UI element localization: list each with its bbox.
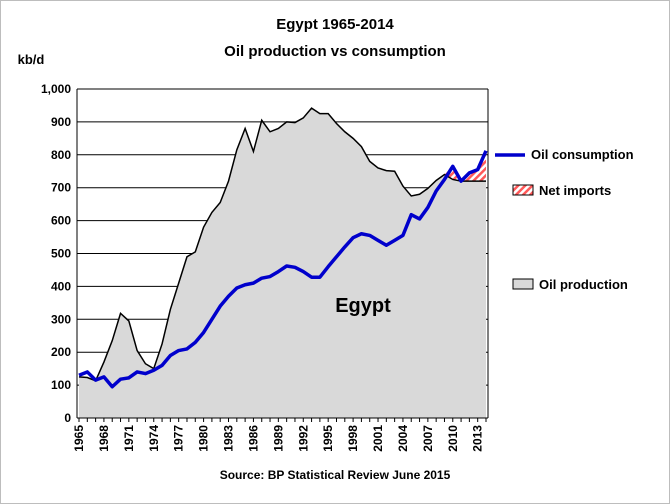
y-tick-label: 300: [51, 312, 71, 326]
x-tick-label: 2004: [396, 425, 410, 452]
chart-title-line1: Egypt 1965-2014: [276, 16, 394, 33]
y-tick-labels: 0 100 200 300 400 500 600 700 800 900 1,000: [41, 82, 71, 425]
x-tick-label: 2007: [421, 425, 435, 452]
legend-swatch-net-imports: [512, 184, 534, 196]
legend-label-net-imports: Net imports: [539, 183, 611, 198]
x-tick-label: 2001: [371, 425, 385, 452]
x-tick-label: 1992: [296, 425, 310, 452]
x-tick-label: 1998: [346, 425, 360, 452]
y-tick-label: 900: [51, 115, 71, 129]
y-tick-label: 600: [51, 214, 71, 228]
axes: [76, 89, 489, 422]
x-tick-label: 1977: [172, 425, 186, 452]
legend-label-oil-consumption: Oil consumption: [531, 147, 634, 162]
legend: Oil consumption Net imports Oil producti…: [495, 147, 634, 292]
x-tick-label: 1971: [122, 425, 136, 452]
y-tick-label: 700: [51, 181, 71, 195]
y-tick-label: 100: [51, 378, 71, 392]
y-tick-label: 0: [64, 411, 71, 425]
x-tick-labels: 1965 1968 1971 1974 1977 1980 1983 1986 1989 1992…: [72, 425, 485, 452]
x-tick-label: 2010: [446, 425, 460, 452]
oil-consumption-line: [78, 150, 488, 389]
y-tick-label: 800: [51, 148, 71, 162]
line-layer: [78, 107, 488, 389]
chart-title-line2: Oil production vs consumption: [224, 43, 446, 60]
y-tick-label: 400: [51, 279, 71, 293]
x-tick-label: 1983: [222, 425, 236, 452]
x-tick-label: 1989: [271, 425, 285, 452]
oil-production-area: [79, 108, 486, 418]
x-tick-label: 1995: [321, 425, 335, 452]
y-tick-label: 500: [51, 247, 71, 261]
y-tick-label: 200: [51, 345, 71, 359]
x-tick-label: 1968: [97, 425, 111, 452]
x-tick-label: 1965: [72, 425, 86, 452]
x-tick-label: 1986: [246, 425, 260, 452]
y-tick-label: 1,000: [41, 82, 71, 96]
country-annotation: Egypt: [335, 295, 391, 317]
oil-production-line: [78, 107, 486, 382]
legend-label-oil-production: Oil production: [539, 277, 628, 292]
legend-swatch-oil-production: [512, 278, 534, 290]
source-note: Source: BP Statistical Review June 2015: [220, 468, 451, 482]
y-axis-label: kb/d: [18, 52, 45, 67]
x-tick-label: 1974: [147, 425, 161, 452]
x-tick-label: 1980: [197, 425, 211, 452]
x-tick-label: 2013: [471, 425, 485, 452]
